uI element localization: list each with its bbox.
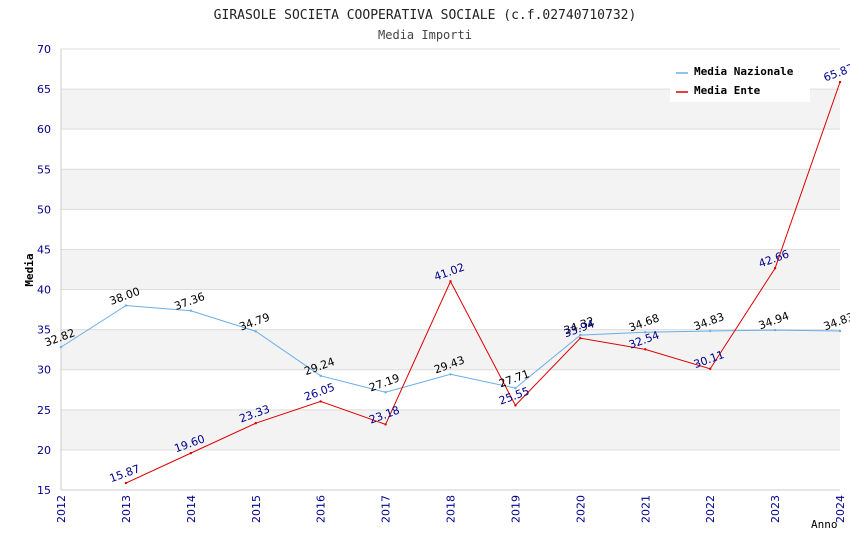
legend-label-media-nazionale: Media Nazionale bbox=[694, 65, 794, 78]
data-point bbox=[708, 329, 712, 333]
grid-band bbox=[61, 409, 840, 450]
y-tick-label: 35 bbox=[37, 324, 51, 337]
legend-label-media-ente: Media Ente bbox=[694, 84, 761, 97]
data-point bbox=[319, 374, 322, 378]
data-point bbox=[59, 345, 63, 349]
data-point bbox=[254, 330, 257, 333]
y-tick-label: 70 bbox=[37, 43, 51, 56]
y-axis-ticks: 15 20 25 30 35 40 45 50 55 60 65 70 bbox=[37, 43, 51, 497]
x-tick-label: 2013 bbox=[120, 495, 133, 523]
data-label: 37.36 bbox=[173, 290, 207, 313]
x-tick-label: 2024 bbox=[834, 495, 847, 523]
grid-band bbox=[61, 329, 840, 370]
data-point bbox=[124, 481, 128, 485]
data-point bbox=[708, 367, 712, 371]
data-label: 34.94 bbox=[757, 309, 791, 332]
y-tick-label: 45 bbox=[37, 243, 51, 256]
chart-subtitle: Media Importi bbox=[378, 28, 472, 42]
y-tick-label: 60 bbox=[37, 123, 51, 136]
x-tick-label: 2012 bbox=[55, 495, 68, 523]
x-tick-label: 2022 bbox=[704, 495, 717, 523]
data-point bbox=[579, 336, 582, 340]
y-tick-label: 50 bbox=[37, 203, 51, 216]
chart-title: GIRASOLE SOCIETA COOPERATIVA SOCIALE (c.… bbox=[214, 8, 637, 23]
data-point bbox=[579, 333, 582, 337]
series-line-1 bbox=[125, 81, 841, 484]
data-point bbox=[838, 80, 842, 84]
grid-lines bbox=[61, 48, 840, 491]
x-tick-label: 2016 bbox=[315, 495, 328, 523]
data-point bbox=[514, 386, 517, 390]
data-point bbox=[254, 422, 257, 425]
legend-box bbox=[670, 60, 810, 102]
data-point bbox=[449, 373, 452, 376]
y-tick-label: 25 bbox=[37, 404, 51, 417]
grid-band bbox=[61, 249, 840, 290]
y-tick-label: 15 bbox=[37, 484, 51, 497]
y-axis-label: Media bbox=[23, 253, 36, 286]
data-point bbox=[514, 404, 517, 407]
x-axis-label: Anno bbox=[811, 518, 838, 531]
axes bbox=[60, 49, 840, 491]
data-point bbox=[189, 309, 193, 312]
data-point bbox=[189, 451, 193, 455]
data-point bbox=[644, 331, 647, 334]
grid-band bbox=[61, 169, 840, 210]
data-point bbox=[124, 304, 128, 307]
data-point bbox=[384, 423, 387, 426]
data-point bbox=[773, 267, 777, 270]
x-tick-label: 2023 bbox=[769, 495, 782, 523]
data-label: 15.87 bbox=[108, 462, 142, 485]
data-point bbox=[644, 348, 647, 351]
x-tick-label: 2015 bbox=[250, 495, 263, 523]
y-tick-label: 40 bbox=[37, 284, 51, 297]
x-tick-label: 2020 bbox=[574, 495, 587, 523]
data-label: 27.19 bbox=[367, 371, 401, 394]
x-tick-label: 2019 bbox=[509, 495, 522, 523]
data-point bbox=[838, 329, 842, 333]
data-point bbox=[319, 400, 322, 403]
y-tick-label: 65 bbox=[37, 83, 51, 96]
grid-bands bbox=[61, 89, 840, 450]
x-tick-label: 2021 bbox=[639, 495, 652, 523]
x-axis-ticks: 2012 2013 2014 2015 2016 2017 2018 2019 2020 2021… bbox=[55, 495, 847, 523]
x-tick-label: 2018 bbox=[445, 495, 458, 523]
data-point bbox=[773, 328, 777, 332]
x-tick-label: 2017 bbox=[380, 495, 393, 523]
y-tick-label: 20 bbox=[37, 444, 51, 457]
y-tick-label: 55 bbox=[37, 163, 51, 176]
data-point bbox=[449, 280, 452, 283]
series-layer bbox=[59, 80, 842, 485]
data-label: 26.05 bbox=[302, 381, 336, 404]
x-tick-label: 2014 bbox=[185, 495, 198, 523]
legend: Media Nazionale Media Ente bbox=[670, 60, 810, 102]
y-tick-label: 30 bbox=[37, 364, 51, 377]
data-point bbox=[384, 391, 387, 394]
data-label: 65.87 bbox=[822, 61, 850, 84]
